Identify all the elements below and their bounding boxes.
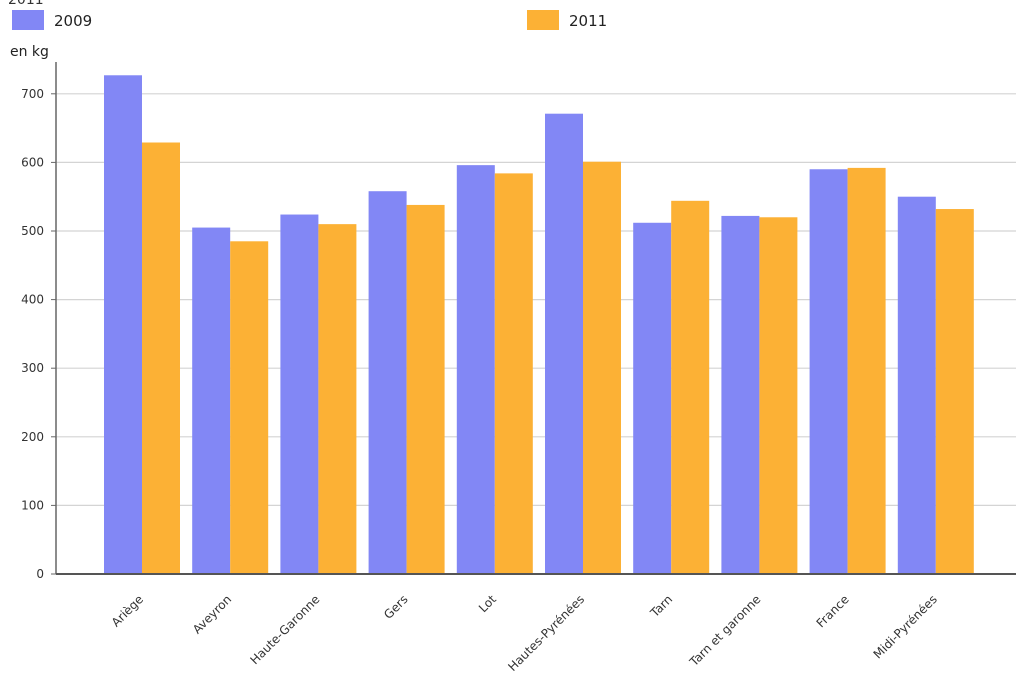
legend-swatch-2009 [12, 10, 44, 30]
y-tick-label-200: 200 [21, 430, 44, 444]
bar-2011-0 [142, 142, 180, 575]
y-tick-label-700: 700 [21, 87, 44, 101]
bar-2009-0 [104, 75, 142, 574]
y-tick-label-500: 500 [21, 224, 44, 238]
x-tick-label-8: France [814, 592, 852, 630]
bar-2011-6 [671, 200, 710, 575]
legend-label-2009: 2009 [54, 12, 93, 30]
bar-2011-7 [759, 217, 798, 574]
y-tick-label-100: 100 [21, 498, 44, 512]
bar-2011-9 [935, 209, 974, 574]
y-tick-label-300: 300 [21, 361, 44, 375]
y-tick-label-0: 0 [36, 567, 44, 581]
x-tick-label-0: Ariège [109, 592, 146, 629]
bar-2011-2 [318, 224, 357, 574]
bar-2009-4 [456, 165, 495, 575]
bar-2011-1 [230, 241, 269, 575]
bar-2011-5 [583, 161, 621, 575]
bar-2011-8 [847, 167, 886, 574]
bar-2009-3 [368, 191, 407, 574]
bar-2011-3 [406, 204, 445, 574]
x-tick-label-3: Gers [381, 592, 411, 622]
bar-2009-7 [721, 215, 760, 574]
legend-swatch-2011 [527, 10, 559, 30]
x-tick-label-5: Hautes-Pyrénées [505, 592, 587, 674]
cut-off-heading: 2011 [8, 0, 44, 8]
bar-2009-6 [633, 222, 672, 574]
x-tick-label-2: Haute-Garonne [247, 592, 322, 667]
y-axis-unit-label: en kg [10, 44, 49, 60]
bar-2011-4 [494, 173, 533, 574]
y-tick-label-400: 400 [21, 293, 44, 307]
legend-label-2011: 2011 [569, 12, 608, 30]
y-tick-label-600: 600 [21, 155, 44, 169]
x-tick-label-1: Aveyron [190, 592, 234, 636]
x-tick-label-9: Midi-Pyrénées [871, 592, 940, 661]
bar-2009-9 [897, 196, 936, 574]
x-tick-label-6: Tarn [647, 592, 675, 620]
x-tick-label-4: Lot [476, 592, 499, 615]
bar-2009-8 [809, 169, 848, 574]
x-tick-label-7: Tarn et garonne [686, 592, 763, 669]
bar-2009-5 [545, 113, 583, 574]
bar-2009-1 [192, 227, 231, 574]
bar-2009-2 [280, 214, 319, 574]
